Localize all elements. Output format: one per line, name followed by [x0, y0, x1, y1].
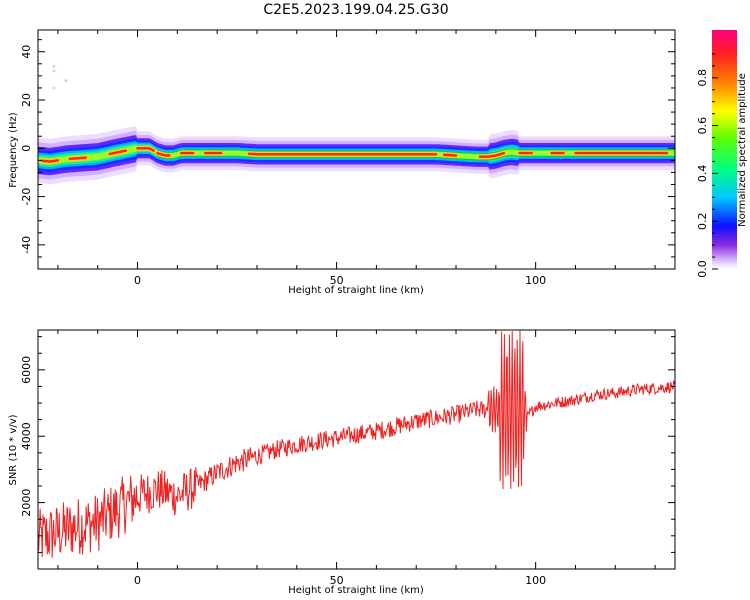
snr-y-tick-label: 4000 [20, 422, 33, 450]
snr-y-tick-label: 6000 [20, 356, 33, 384]
spectrogram-peak-segment [442, 153, 458, 157]
colorbar: 0.0 0.2 0.4 0.6 0.8 Normalized spectral ampl… [696, 30, 748, 278]
spectrogram-panel: 0 50 100 -40 -20 0 20 40 Height of straight lin… [8, 29, 676, 296]
spectrogram-x-tick-label: 100 [525, 274, 546, 287]
snr-background [38, 330, 675, 569]
spectrogram-y-tick-label: 40 [20, 45, 33, 59]
snr-frame [37, 329, 676, 570]
spectrogram-ticks: 0 50 100 -40 -20 0 20 40 [20, 30, 675, 287]
spectrogram-frame [37, 29, 676, 270]
spectrogram-y-tick-label: 20 [20, 93, 33, 107]
figure-title: C2E5.2023.199.04.25.G30 [263, 2, 448, 18]
snr-line-layer [37, 330, 676, 558]
snr-y-axis-label: SNR (10 * v/v) [8, 414, 19, 485]
spectrogram-x-tick-label: 50 [330, 274, 344, 287]
spectrogram-guide-line [157, 148, 675, 154]
spectrogram-y-tick-label: 0 [20, 145, 33, 152]
spectrogram-peak-segment [136, 147, 155, 152]
colorbar-tick-label: 0.8 [696, 69, 709, 87]
snr-x-tick-label: 100 [525, 574, 546, 587]
spectrogram-peak-segment [247, 152, 438, 156]
colorbar-tick-label: 0.0 [696, 260, 709, 278]
spectrogram-x-axis-label: Height of straight line (km) [288, 285, 424, 296]
spectrogram-guide-line [157, 154, 675, 161]
spectrogram-peak-segment [156, 151, 171, 157]
spectrogram-peak-segment [40, 159, 60, 163]
snr-x-tick-label: 0 [134, 574, 141, 587]
snr-ticks: 0 50 100 2000 4000 6000 [20, 330, 675, 587]
colorbar-tick-label: 0.4 [696, 165, 709, 183]
spectrogram-heatmap [38, 64, 675, 185]
spectrogram-peak-segment [68, 156, 87, 161]
snr-series-line [37, 330, 676, 558]
spectrogram-scatter-point [52, 69, 56, 73]
snr-x-tick-label: 50 [330, 574, 344, 587]
spectrogram-peak-segment [108, 149, 127, 156]
spectrogram-y-tick-label: -40 [20, 236, 33, 254]
spectrogram-scatter-point [64, 79, 68, 83]
spectrogram-x-tick-label: 0 [134, 274, 141, 287]
snr-y-tick-label: 2000 [20, 489, 33, 517]
spectrogram-y-tick-label: -20 [20, 188, 33, 206]
colorbar-tick-label: 0.6 [696, 117, 709, 135]
snr-panel: 0 50 100 2000 4000 6000 Height of straight li… [8, 329, 676, 596]
colorbar-tick-label: 0.2 [696, 212, 709, 230]
spectrogram-scatter-point [52, 86, 56, 90]
snr-x-axis-label: Height of straight line (km) [288, 585, 424, 596]
colorbar-ticks: 0.0 0.2 0.4 0.6 0.8 [696, 53, 718, 278]
spectrogram-y-axis-label: Frequency (Hz) [8, 112, 19, 188]
spectrogram-peak-segment [478, 151, 505, 158]
colorbar-gradient [712, 30, 737, 269]
colorbar-label: Normalized spectral amplitude [737, 73, 748, 227]
spectrogram-scatter-point [52, 64, 56, 68]
